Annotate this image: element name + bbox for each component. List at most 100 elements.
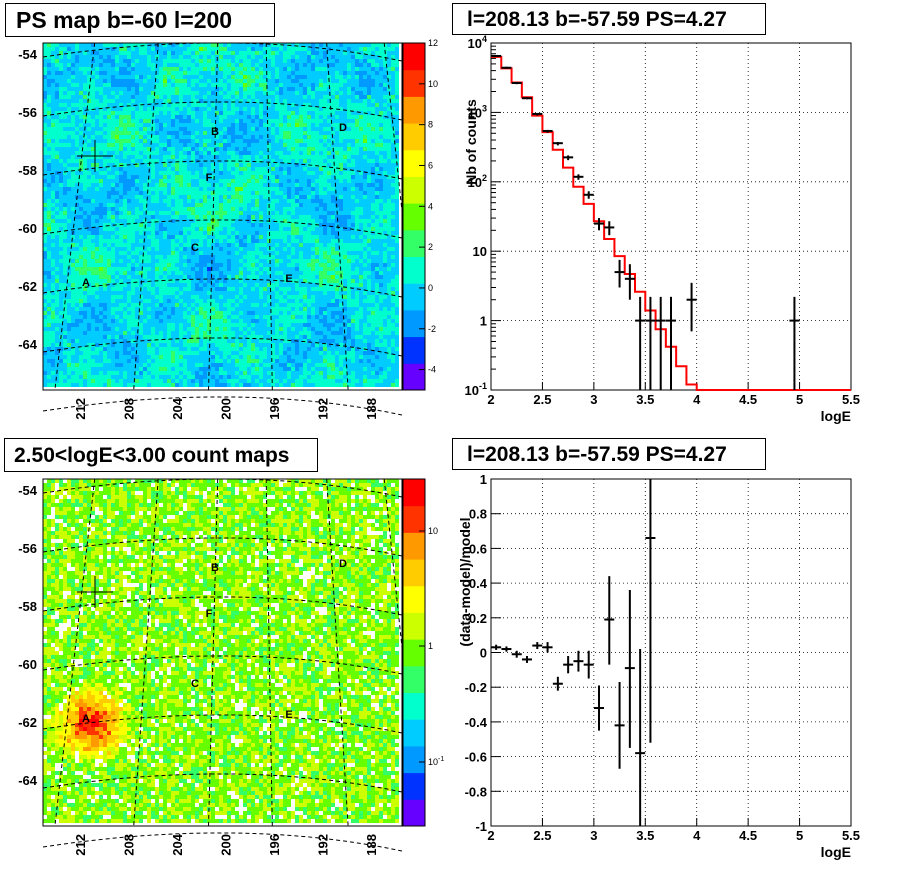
count-map-label-F: F — [206, 608, 213, 620]
residual-data-point — [583, 650, 594, 679]
residual-ytick: -0.4 — [465, 715, 488, 730]
ps-map-ytick: -60 — [18, 221, 37, 236]
count-map-ytick: -62 — [18, 715, 37, 730]
spectrum-ytick: 1 — [480, 314, 487, 329]
ps-map-colorbar-tick: 12 — [428, 38, 438, 48]
count-map-xtick: 192 — [316, 834, 331, 856]
residual-data-point — [624, 590, 635, 748]
residual-ytick: -0.6 — [465, 750, 487, 765]
spectrum-xtick: 2.5 — [533, 392, 551, 407]
ps-map-colorbar-tick: 0 — [428, 283, 433, 293]
residual-ytick: 0.6 — [469, 541, 487, 556]
residual-data-point — [511, 650, 522, 658]
count-map-xtick: 200 — [219, 834, 234, 856]
spectrum-data-point — [789, 296, 800, 390]
count-map-colorbar-tick: 1 — [428, 641, 433, 651]
residual-data-point — [594, 685, 604, 731]
residual-xtick: 2 — [487, 828, 494, 843]
residual-xtick: 5 — [796, 828, 803, 843]
spectrum-title: l=208.13 b=-57.59 PS=4.27 — [452, 3, 766, 35]
residual-xtick: 4 — [693, 828, 701, 843]
ps-map-xtick: 204 — [170, 397, 185, 419]
spectrum-data-point — [614, 259, 625, 288]
ps-map-label-A: A — [82, 277, 90, 289]
residual-ytick: -0.8 — [465, 784, 487, 799]
count-map-label-B: B — [211, 562, 219, 574]
ps-map-colorbar — [402, 42, 426, 391]
ps-map-frame — [42, 42, 403, 391]
count-map-label-A: A — [82, 713, 90, 725]
residual-xtick: 2.5 — [533, 828, 551, 843]
spectrum-data-point — [563, 155, 574, 161]
ps-map-ytick: -64 — [18, 337, 38, 352]
spectrum-xtick: 4 — [693, 392, 701, 407]
count-map-label-C: C — [191, 678, 199, 690]
ps-map-colorbar-tick: -2 — [428, 324, 436, 334]
count-map-xtick: 212 — [73, 834, 88, 856]
residual-data-point — [522, 655, 532, 663]
spectrum-xtick: 4.5 — [739, 392, 757, 407]
count-map-xtick: 188 — [364, 834, 379, 856]
ps-map-xtick: 212 — [73, 398, 88, 420]
residual-ytick: 0.4 — [469, 576, 488, 591]
residual-ytick: 0.8 — [469, 507, 487, 522]
residual-data-point — [532, 642, 543, 650]
spectrum-data-point — [573, 174, 584, 180]
spectrum-data-point — [532, 112, 543, 116]
spectrum-ytick: 10-1 — [465, 381, 487, 398]
spectrum-xtick: 3.5 — [636, 392, 654, 407]
spectrum-data-point — [635, 296, 646, 390]
spectrum-data-point — [604, 221, 615, 236]
spectrum-ytick: 103 — [468, 103, 487, 120]
ps-map-label-B: B — [211, 126, 219, 138]
ps-map-colorbar-tick: 10 — [428, 79, 438, 89]
count-map-title: 2.50<logE<3.00 count maps — [4, 438, 318, 472]
spectrum-data-point — [542, 129, 553, 133]
spectrum-data-point — [666, 296, 676, 390]
spectrum-ylabel: Nb of counts — [463, 99, 479, 185]
ps-map-label-E: E — [285, 273, 292, 285]
ps-map-colorbar-tick: -4 — [428, 365, 436, 375]
spectrum-xlabel: logE — [821, 408, 851, 424]
spectrum-data-point — [594, 218, 604, 231]
residual-data-point — [542, 642, 553, 653]
count-map-ytick: -60 — [18, 657, 37, 672]
spectrum-data-point — [491, 54, 502, 57]
residual-data-point — [552, 676, 563, 691]
spectrum-data-point — [511, 81, 522, 85]
residual-ylabel: (data-model)/model — [457, 517, 473, 646]
residual-xtick: 3.5 — [636, 828, 654, 843]
residual-title: l=208.13 b=-57.59 PS=4.27 — [452, 438, 766, 470]
residual-data-point — [563, 655, 574, 674]
spectrum-data-point — [583, 191, 594, 199]
residual-data-point — [645, 479, 656, 743]
residual-xtick: 3 — [590, 828, 597, 843]
spectrum-ytick: 104 — [468, 34, 487, 51]
ps-map-colorbar-tick: 4 — [428, 201, 433, 211]
count-map-xtick: 196 — [267, 834, 282, 856]
spectrum-data-point — [522, 97, 532, 100]
count-map-ytick: -56 — [18, 541, 37, 556]
spectrum-ytick: 102 — [468, 173, 487, 190]
ps-map-xtick: 196 — [267, 398, 282, 420]
ps-map-label-D: D — [339, 122, 347, 134]
count-map-ytick: -64 — [18, 773, 38, 788]
count-map-ytick: -54 — [18, 483, 38, 498]
ps-map-ytick: -58 — [18, 163, 37, 178]
spectrum-xtick: 3 — [590, 392, 597, 407]
spectrum-data-point — [645, 296, 656, 390]
count-map-xtick: 204 — [170, 833, 185, 855]
residual-xlabel: logE — [821, 844, 851, 860]
ps-map-ytick: -54 — [18, 47, 38, 62]
spectrum-ytick: 10 — [473, 244, 487, 259]
count-map-label-D: D — [339, 558, 347, 570]
ps-map-colorbar-tick: 6 — [428, 160, 433, 170]
residual-ytick: 0.2 — [469, 611, 487, 626]
residual-xtick: 4.5 — [739, 828, 757, 843]
count-map-label-E: E — [285, 709, 292, 721]
spectrum-data-point — [655, 296, 666, 390]
ps-map-ytick: -56 — [18, 105, 37, 120]
count-map-frame — [42, 478, 403, 827]
